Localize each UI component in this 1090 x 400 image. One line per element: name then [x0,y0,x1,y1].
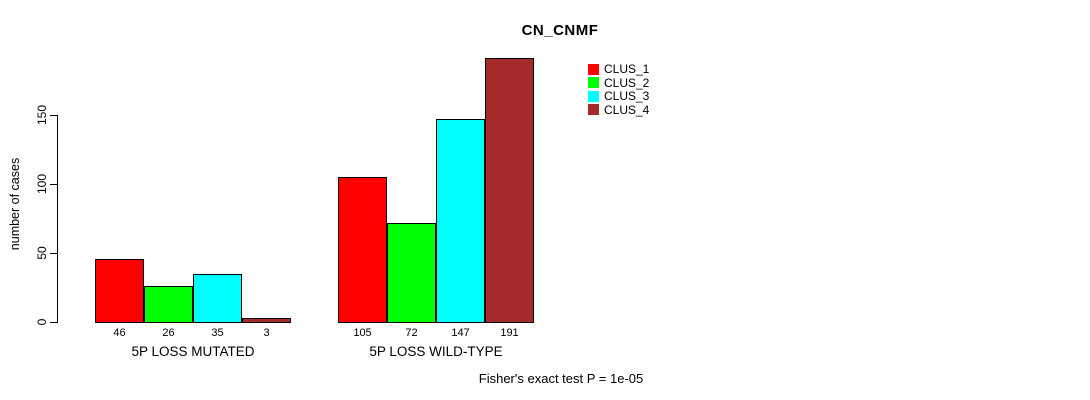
x-group-label: 5P LOSS WILD-TYPE [369,344,503,359]
legend-item-label: CLUS_1 [604,62,650,76]
bar-value-label: 191 [500,327,519,339]
legend-item-label: CLUS_3 [604,89,650,103]
bar-clus_2-group1 [144,286,193,323]
bar-clus_3-group1 [193,274,242,323]
bar-clus_4-group2 [485,58,534,323]
bar-clus_3-group2 [436,119,485,323]
legend-item-clus_4: CLUS_4 [588,104,649,116]
legend-item-clus_2: CLUS_2 [588,77,649,89]
y-tick [50,184,57,185]
y-tick-label: 0 [35,318,49,326]
legend-item-label: CLUS_2 [604,75,650,90]
bar-value-label: 26 [162,327,175,339]
bar-value-label: 46 [113,327,126,339]
y-tick [50,322,57,323]
bar-clus_1-group2 [338,177,387,323]
y-tick [50,115,57,116]
legend-swatch-icon [588,63,599,75]
x-group-label: 5P LOSS MUTATED [131,344,255,359]
legend-item-clus_1: CLUS_1 [588,63,649,75]
bar-clus_4-group1 [242,318,291,323]
fisher-test-annotation: Fisher's exact test P = 1e-05 [478,371,644,386]
bar-value-label: 147 [451,327,470,339]
y-tick-label: 100 [35,173,49,195]
y-axis-label: number of cases [8,157,22,251]
y-tick-label: 150 [35,104,49,126]
y-tick-label: 50 [35,246,49,260]
legend-swatch-icon [588,90,599,102]
y-tick [50,253,57,254]
bar-value-label: 35 [211,327,224,339]
bar-clus_1-group1 [95,259,144,323]
legend-item-clus_3: CLUS_3 [588,90,649,102]
legend-item-label: CLUS_4 [604,102,650,117]
bar-value-label: 72 [405,327,418,339]
bar-clus_2-group2 [387,223,436,323]
legend-swatch-icon [588,104,599,115]
bar-value-label: 105 [353,327,372,339]
legend-swatch-icon [588,77,599,88]
bar-value-label: 3 [263,327,270,339]
y-axis-line [57,115,58,323]
chart-title: CN_CNMF [521,22,599,39]
